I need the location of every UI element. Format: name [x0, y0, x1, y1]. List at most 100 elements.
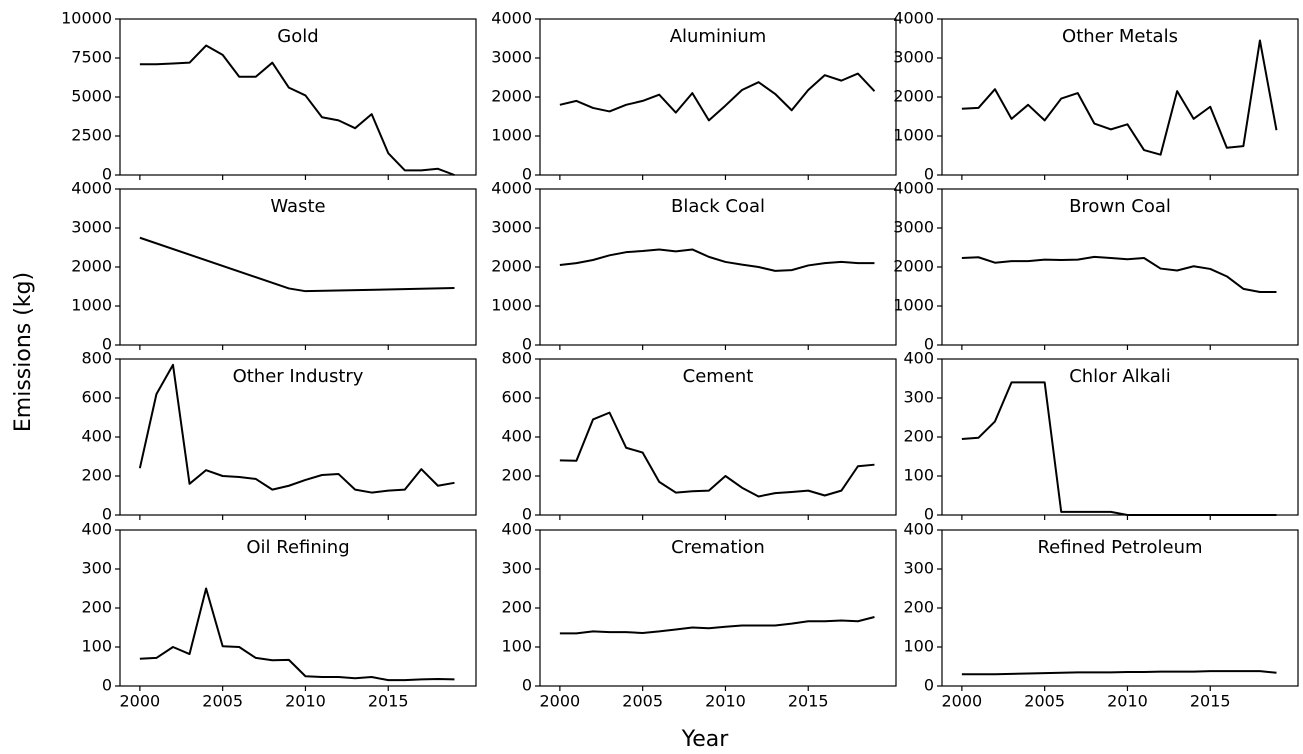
y-tick-label: 4000 — [71, 179, 112, 198]
x-tick-label: 2005 — [1024, 692, 1065, 711]
x-tick-label: 2005 — [622, 692, 663, 711]
y-tick-label: 400 — [81, 520, 112, 539]
y-tick-label: 100 — [903, 637, 934, 656]
data-line — [961, 381, 1277, 516]
y-tick-label: 200 — [501, 598, 532, 617]
y-tick-label: 10000 — [61, 9, 112, 28]
x-tick-label: 2010 — [285, 692, 326, 711]
y-tick-label: 0 — [924, 165, 934, 184]
y-tick-label: 300 — [903, 388, 934, 407]
x-axis-label: Year — [681, 727, 730, 752]
x-tick-label: 2010 — [705, 692, 746, 711]
y-tick-label: 100 — [903, 466, 934, 485]
y-tick-label: 2000 — [491, 257, 532, 276]
y-tick-label: 1000 — [491, 126, 532, 145]
y-tick-label: 100 — [501, 637, 532, 656]
y-tick-label: 1000 — [71, 296, 112, 315]
panel-title: Other Metals — [1062, 26, 1178, 47]
x-tick-label: 2000 — [120, 692, 161, 711]
y-tick-label: 0 — [522, 676, 532, 695]
y-tick-label: 3000 — [491, 48, 532, 67]
y-tick-label: 200 — [501, 466, 532, 485]
y-tick-label: 200 — [903, 598, 934, 617]
panel-title: Cement — [683, 366, 754, 387]
y-tick-label: 200 — [903, 427, 934, 446]
y-tick-label: 3000 — [71, 218, 112, 237]
y-tick-label: 300 — [903, 559, 934, 578]
y-tick-label: 2000 — [893, 87, 934, 106]
y-tick-label: 4000 — [893, 9, 934, 28]
y-tick-label: 4000 — [893, 179, 934, 198]
y-tick-label: 1000 — [491, 296, 532, 315]
y-tick-label: 600 — [81, 388, 112, 407]
y-tick-label: 0 — [522, 505, 532, 524]
panel-title: Cremation — [671, 537, 765, 558]
y-tick-label: 3000 — [893, 218, 934, 237]
panel-title: Waste — [270, 196, 325, 217]
y-tick-label: 400 — [903, 349, 934, 368]
data-line — [961, 39, 1278, 156]
y-tick-label: 3000 — [893, 48, 934, 67]
data-line — [139, 236, 455, 293]
data-line — [961, 255, 1277, 293]
y-tick-label: 2000 — [491, 87, 532, 106]
y-tick-label: 0 — [102, 505, 112, 524]
y-tick-label: 200 — [81, 466, 112, 485]
x-tick-label: 2015 — [1190, 692, 1231, 711]
data-line — [559, 72, 876, 122]
y-axis-label: Emissions (kg) — [11, 272, 36, 432]
panel-title: Chlor Alkali — [1069, 366, 1171, 387]
data-line — [559, 411, 875, 498]
y-tick-label: 0 — [102, 676, 112, 695]
y-tick-label: 1000 — [893, 126, 934, 145]
y-tick-label: 300 — [81, 559, 112, 578]
y-tick-label: 300 — [501, 559, 532, 578]
y-tick-label: 800 — [501, 349, 532, 368]
y-tick-label: 0 — [924, 335, 934, 354]
y-tick-label: 5000 — [71, 87, 112, 106]
y-tick-label: 3000 — [491, 218, 532, 237]
y-tick-label: 0 — [924, 676, 934, 695]
y-tick-label: 0 — [924, 505, 934, 524]
data-line — [138, 363, 455, 494]
y-tick-label: 400 — [501, 520, 532, 539]
data-line — [139, 44, 455, 176]
y-tick-label: 600 — [501, 388, 532, 407]
y-tick-label: 400 — [81, 427, 112, 446]
data-line — [139, 587, 455, 682]
y-tick-label: 400 — [903, 520, 934, 539]
data-line — [559, 616, 875, 635]
y-tick-label: 100 — [81, 637, 112, 656]
x-tick-label: 2000 — [942, 692, 983, 711]
panel-title: Brown Coal — [1069, 196, 1171, 217]
y-tick-label: 800 — [81, 349, 112, 368]
x-tick-label: 2015 — [788, 692, 829, 711]
y-tick-label: 2000 — [893, 257, 934, 276]
y-tick-label: 4000 — [491, 9, 532, 28]
data-line — [559, 248, 875, 272]
panel-title: Gold — [277, 26, 318, 47]
panel-title: Oil Refining — [246, 537, 349, 558]
y-tick-label: 0 — [522, 335, 532, 354]
y-tick-label: 1000 — [893, 296, 934, 315]
data-line — [961, 670, 1277, 676]
y-tick-label: 400 — [501, 427, 532, 446]
y-tick-label: 0 — [522, 165, 532, 184]
x-tick-label: 2015 — [368, 692, 409, 711]
y-tick-label: 2500 — [71, 126, 112, 145]
y-tick-label: 0 — [102, 335, 112, 354]
y-tick-label: 200 — [81, 598, 112, 617]
y-tick-label: 7500 — [71, 48, 112, 67]
y-tick-label: 2000 — [71, 257, 112, 276]
panel-title: Refined Petroleum — [1037, 537, 1202, 558]
x-tick-label: 2005 — [202, 692, 243, 711]
x-tick-label: 2010 — [1107, 692, 1148, 711]
panel-title: Aluminium — [670, 26, 767, 47]
x-tick-label: 2000 — [540, 692, 581, 711]
y-tick-label: 0 — [102, 165, 112, 184]
panel-title: Black Coal — [671, 196, 765, 217]
y-tick-label: 4000 — [491, 179, 532, 198]
panel-title: Other Industry — [233, 366, 364, 387]
